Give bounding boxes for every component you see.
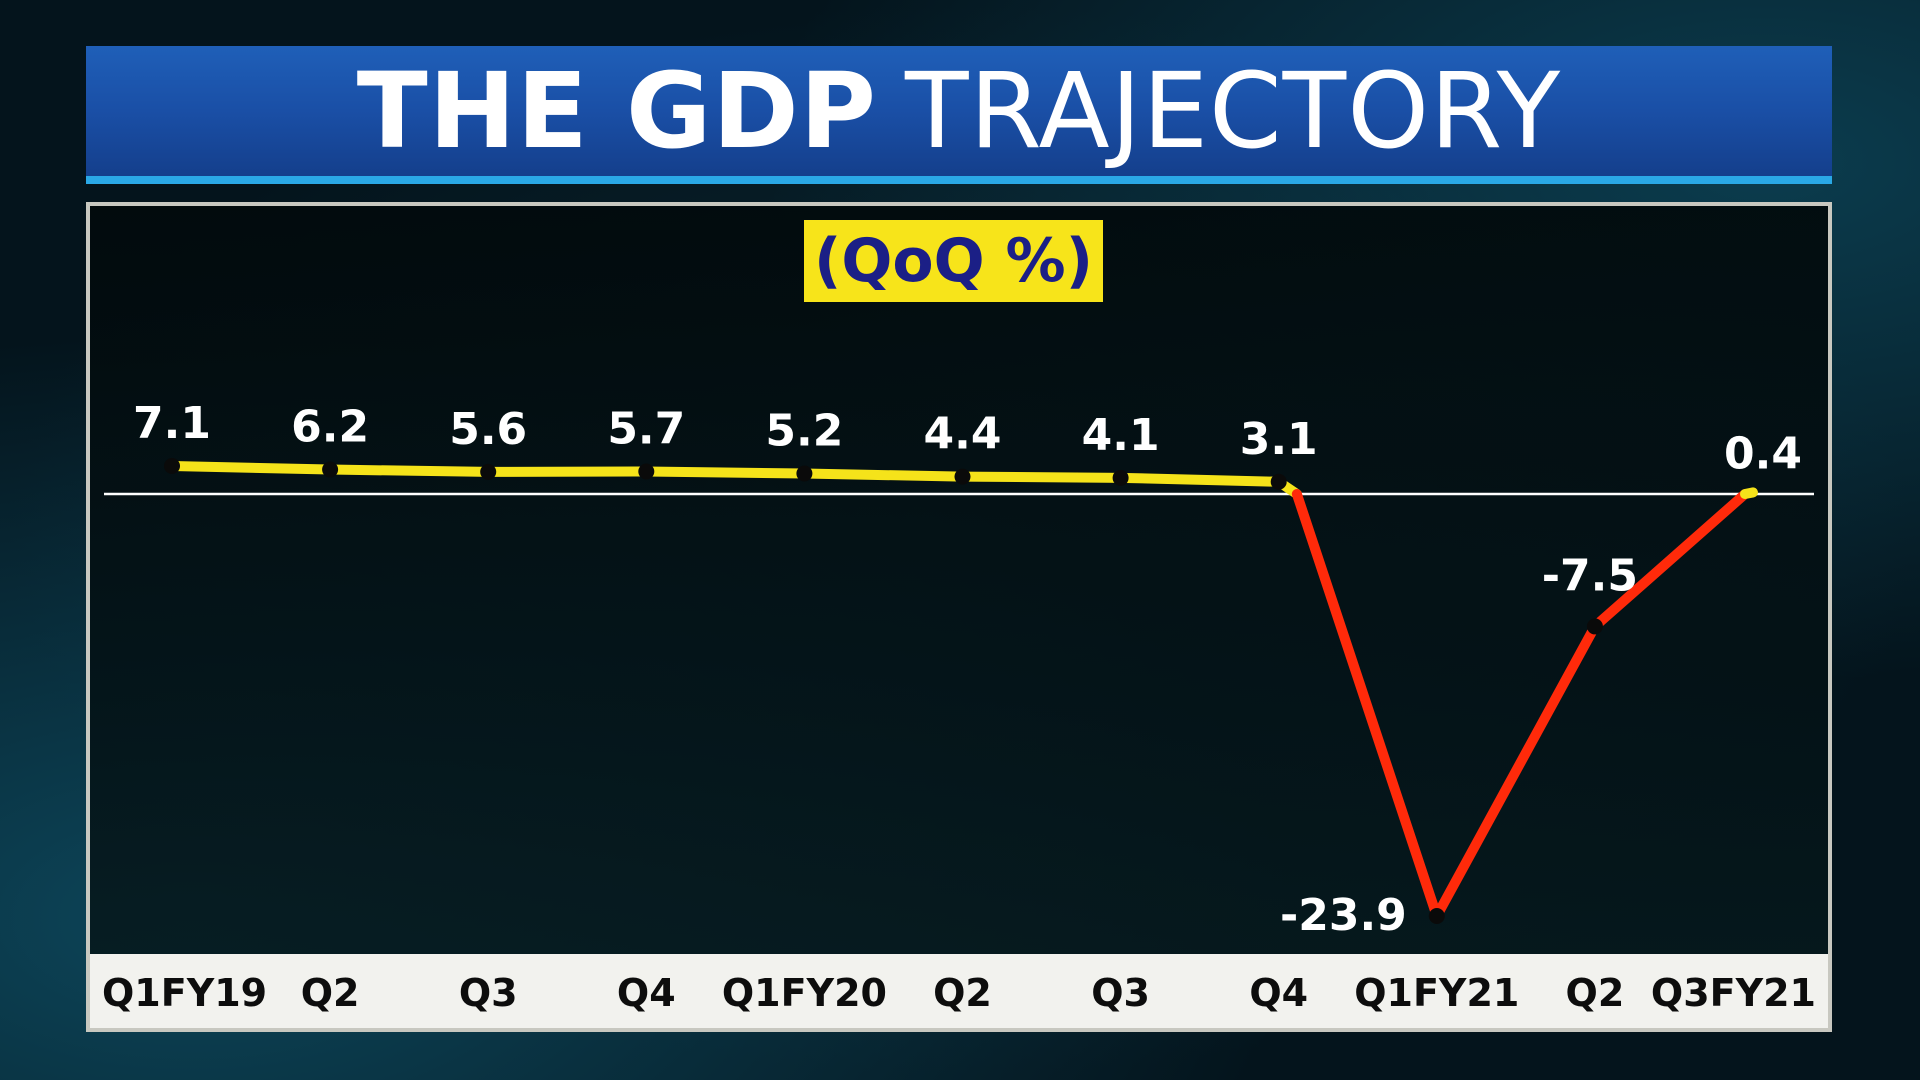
data-label: 5.7 [607,404,685,455]
series-line-segment [1291,489,1442,921]
data-label: 0.4 [1724,428,1802,479]
data-point-marker [164,458,180,474]
series-line-segment [957,471,1126,483]
series-line-segment [1115,472,1284,487]
data-point-marker [638,463,655,480]
data-label: 5.6 [449,404,527,455]
x-tick-label: Q3FY21 [1651,971,1816,1015]
data-label: 4.4 [924,409,1002,460]
title-light-text: TRAJECTORY [904,50,1562,172]
series-line-segment [1739,487,1758,499]
series-line-segment [1589,489,1750,632]
series-line-segment [167,461,336,475]
data-point-marker [1586,618,1603,635]
x-axis-strip [90,954,1828,1028]
data-point-marker [1112,469,1129,486]
unit-label: (QoQ %) [804,220,1104,302]
x-tick-label: Q2 [933,971,992,1015]
data-point-marker [1428,908,1445,924]
data-point-marker [796,465,813,482]
x-tick-label: Q4 [617,971,676,1015]
data-label: 6.2 [291,402,369,453]
data-point-marker [480,463,497,480]
data-label: -23.9 [1280,890,1407,941]
series-line-segment [325,464,494,477]
x-tick-label: Q1FY20 [722,971,887,1015]
series-line-segment [641,466,810,479]
x-tick-label: Q2 [1566,971,1625,1015]
line-chart: 7.1 6.2 5.6 5.7 5.2 4.4 4.1 3.1 -23.9 -7.5 0.4 Q1F… [102,398,1816,1015]
x-tick-label: Q1FY21 [1354,971,1519,1015]
data-label: 5.2 [765,405,843,456]
data-label: -7.5 [1542,550,1638,601]
data-label: 3.1 [1240,414,1318,465]
x-tick-label: Q4 [1249,971,1308,1015]
x-tick-label: Q3 [1091,971,1150,1015]
data-label: 4.1 [1082,410,1160,461]
x-tick-label: Q3 [459,971,518,1015]
x-tick-label: Q1FY19 [102,971,267,1015]
title-bar: THE GDP TRAJECTORY [86,46,1832,184]
title-bold-text: THE GDP [356,50,877,172]
x-tick-label: Q2 [301,971,360,1015]
series-line-segment [799,468,968,482]
data-point-marker [1270,473,1287,490]
series-line-segment [1431,621,1600,921]
data-point-marker [954,468,971,485]
chart-frame: 7.1 6.2 5.6 5.7 5.2 4.4 4.1 3.1 -23.9 -7.5 0.4 Q1F… [86,202,1832,1032]
data-label: 7.1 [133,398,211,449]
data-point-marker [322,461,339,478]
